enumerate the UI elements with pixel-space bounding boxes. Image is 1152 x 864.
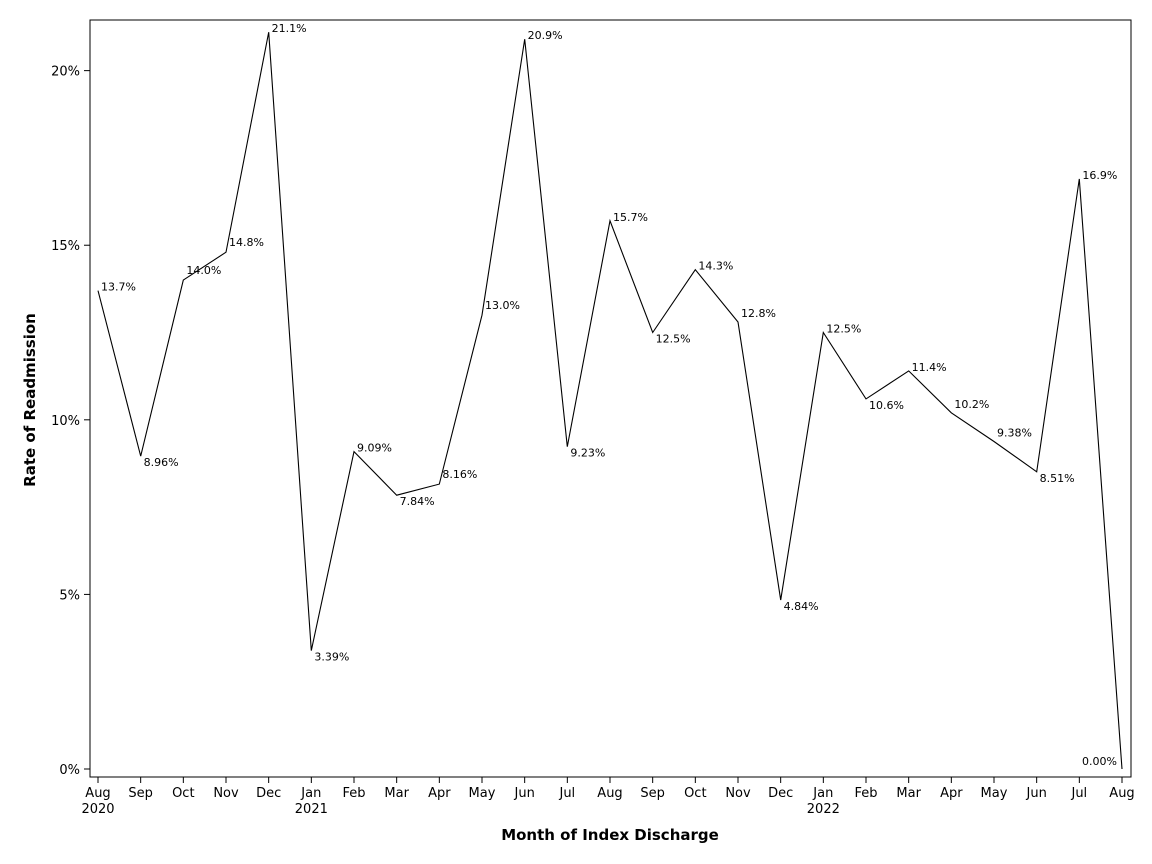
- x-tick-label: Jul: [558, 786, 575, 801]
- x-year-label: 2020: [81, 802, 114, 817]
- data-label: 12.5%: [826, 323, 861, 336]
- x-tick-label: Sep: [128, 786, 153, 801]
- x-year-label: 2022: [807, 802, 840, 817]
- x-tick-label: Feb: [342, 786, 365, 801]
- data-label: 0.00%: [1082, 755, 1117, 768]
- data-label: 20.9%: [528, 29, 563, 42]
- data-label: 10.6%: [869, 399, 904, 412]
- x-tick-label: Apr: [428, 786, 451, 801]
- x-tick-label: Aug: [597, 786, 622, 801]
- x-tick-label: Dec: [768, 786, 793, 801]
- x-tick-label: Jan: [300, 786, 321, 801]
- data-label: 8.96%: [144, 456, 179, 469]
- x-tick-label: May: [469, 786, 496, 801]
- x-tick-label: Jul: [1070, 786, 1087, 801]
- data-label: 14.0%: [186, 264, 221, 277]
- x-tick-label: Mar: [384, 786, 409, 801]
- y-tick-label: 0%: [59, 763, 80, 778]
- x-tick-label: Nov: [725, 786, 751, 801]
- data-label: 8.51%: [1040, 472, 1075, 485]
- data-label: 9.23%: [570, 447, 605, 460]
- y-tick-label: 5%: [59, 588, 80, 603]
- y-axis-title: Rate of Readmission: [21, 313, 39, 487]
- x-tick-label: Aug: [1109, 786, 1134, 801]
- data-label: 13.7%: [101, 281, 136, 294]
- data-label: 16.9%: [1082, 169, 1117, 182]
- x-tick-label: Jun: [514, 786, 535, 801]
- data-label: 14.8%: [229, 236, 264, 249]
- x-tick-label: Feb: [854, 786, 877, 801]
- data-label: 21.1%: [272, 22, 307, 35]
- data-label: 13.0%: [485, 299, 520, 312]
- x-tick-label: Jan: [812, 786, 833, 801]
- y-axis: 0% 5% 10% 15% 20%: [51, 65, 90, 778]
- data-label: 9.38%: [997, 426, 1032, 439]
- data-label: 4.84%: [784, 600, 819, 613]
- x-tick-label: Dec: [256, 786, 281, 801]
- x-tick-label: May: [981, 786, 1008, 801]
- x-axis-title: Month of Index Discharge: [501, 826, 719, 844]
- data-label: 7.84%: [400, 495, 435, 508]
- data-label: 11.4%: [912, 361, 947, 374]
- x-tick-label: Jun: [1026, 786, 1047, 801]
- data-label: 9.09%: [357, 442, 392, 455]
- x-tick-label: Mar: [896, 786, 921, 801]
- x-tick-label: Aug: [85, 786, 110, 801]
- data-label: 12.8%: [741, 307, 776, 320]
- y-tick-label: 20%: [51, 65, 80, 80]
- y-tick-label: 10%: [51, 414, 80, 429]
- data-labels: 13.7% 8.96% 14.0% 14.8% 21.1% 3.39% 9.09% 7.84%…: [101, 22, 1117, 768]
- data-label: 12.5%: [656, 333, 691, 346]
- x-axis: Aug Sep Oct Nov Dec Jan Feb Mar Apr May Jun Jul Aug S…: [81, 777, 1135, 817]
- y-tick-label: 15%: [51, 239, 80, 254]
- x-tick-label: Nov: [213, 786, 239, 801]
- data-label: 15.7%: [613, 211, 648, 224]
- x-year-label: 2021: [295, 802, 328, 817]
- x-tick-label: Sep: [640, 786, 665, 801]
- x-tick-label: Apr: [940, 786, 963, 801]
- series-line: [97, 32, 1123, 770]
- x-tick-label: Oct: [684, 786, 706, 801]
- x-tick-label: Oct: [172, 786, 194, 801]
- data-label: 10.2%: [954, 398, 989, 411]
- data-label: 3.39%: [314, 651, 349, 664]
- data-label: 8.16%: [442, 468, 477, 481]
- data-label: 14.3%: [698, 260, 733, 273]
